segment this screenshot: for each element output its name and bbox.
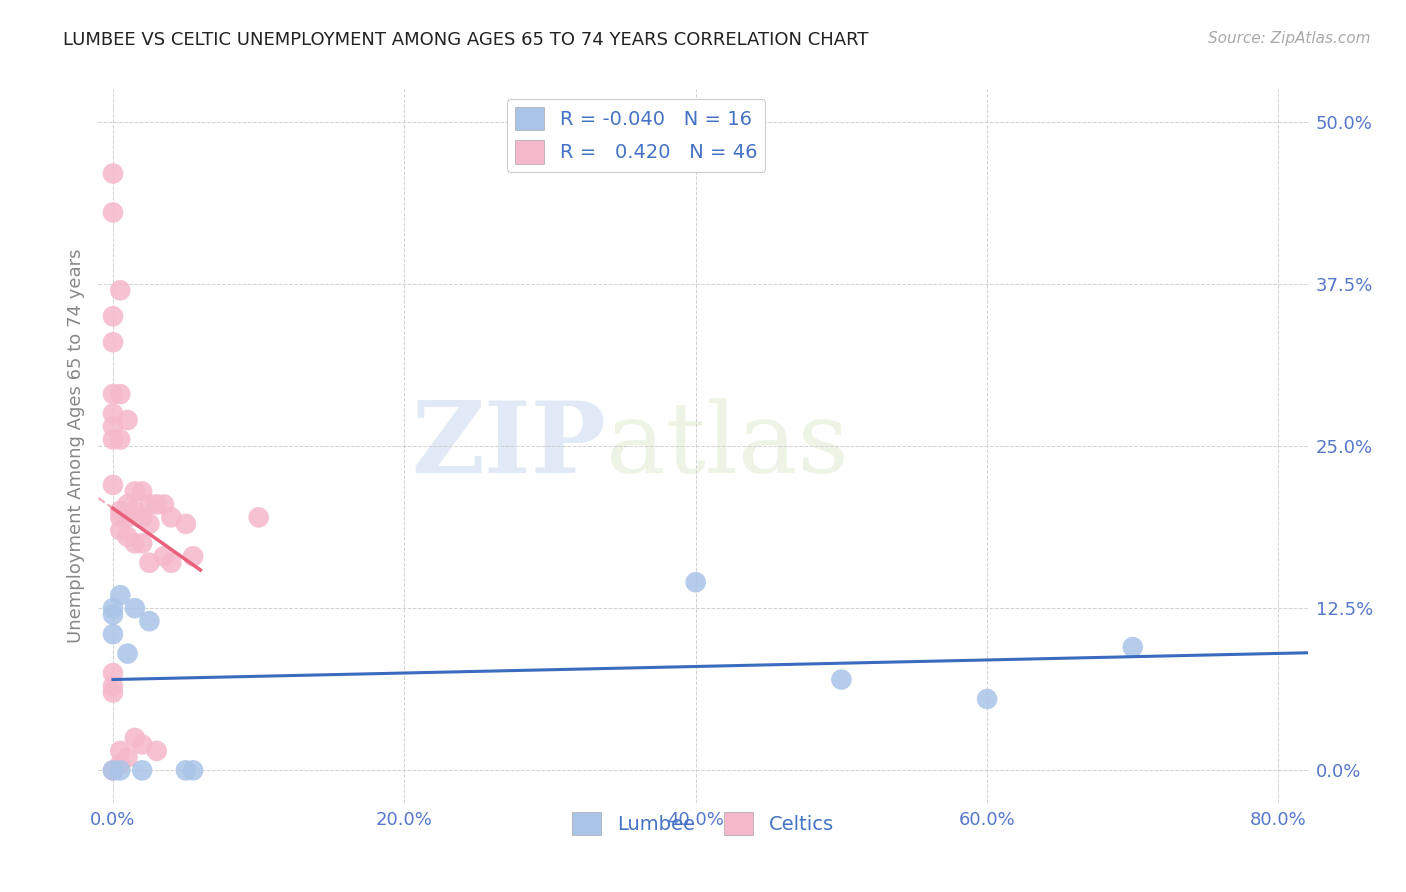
Point: [101, 666, 124, 681]
Point: [138, 614, 160, 628]
Point: [181, 764, 204, 778]
Point: [124, 731, 146, 745]
Text: ZIP: ZIP: [412, 398, 606, 494]
Point: [247, 510, 270, 524]
Point: [101, 419, 124, 434]
Point: [101, 601, 124, 615]
Point: [160, 510, 183, 524]
Point: [124, 484, 146, 499]
Point: [110, 387, 132, 401]
Point: [101, 205, 124, 219]
Point: [131, 764, 153, 778]
Point: [174, 764, 197, 778]
Point: [101, 167, 124, 181]
Point: [160, 556, 183, 570]
Point: [131, 738, 153, 752]
Point: [110, 756, 132, 771]
Point: [101, 433, 124, 447]
Point: [110, 504, 132, 518]
Point: [153, 549, 176, 564]
Point: [101, 764, 124, 778]
Point: [101, 310, 124, 324]
Point: [124, 504, 146, 518]
Point: [145, 497, 167, 511]
Point: [110, 524, 132, 538]
Point: [101, 478, 124, 492]
Point: [117, 530, 139, 544]
Point: [124, 536, 146, 550]
Y-axis label: Unemployment Among Ages 65 to 74 years: Unemployment Among Ages 65 to 74 years: [66, 249, 84, 643]
Point: [117, 647, 139, 661]
Point: [110, 764, 132, 778]
Text: LUMBEE VS CELTIC UNEMPLOYMENT AMONG AGES 65 TO 74 YEARS CORRELATION CHART: LUMBEE VS CELTIC UNEMPLOYMENT AMONG AGES…: [63, 31, 869, 49]
Point: [110, 433, 132, 447]
Point: [101, 764, 124, 778]
Point: [117, 413, 139, 427]
Point: [131, 510, 153, 524]
Point: [131, 484, 153, 499]
Point: [101, 335, 124, 350]
Point: [145, 744, 167, 758]
Point: [117, 750, 139, 764]
Point: [101, 607, 124, 622]
Point: [101, 407, 124, 421]
Point: [110, 744, 132, 758]
Point: [101, 627, 124, 641]
Legend: Lumbee, Celtics: Lumbee, Celtics: [564, 804, 842, 843]
Point: [117, 510, 139, 524]
Point: [830, 673, 852, 687]
Point: [685, 575, 707, 590]
Point: [101, 679, 124, 693]
Point: [101, 685, 124, 699]
Point: [117, 497, 139, 511]
Text: atlas: atlas: [606, 398, 849, 494]
Point: [1122, 640, 1144, 654]
Point: [181, 549, 204, 564]
Point: [138, 497, 160, 511]
Point: [110, 283, 132, 297]
Point: [124, 601, 146, 615]
Point: [138, 516, 160, 531]
Point: [174, 516, 197, 531]
Point: [101, 387, 124, 401]
Point: [153, 497, 176, 511]
Point: [138, 556, 160, 570]
Point: [976, 692, 998, 706]
Point: [110, 588, 132, 602]
Point: [110, 510, 132, 524]
Point: [131, 536, 153, 550]
Text: Source: ZipAtlas.com: Source: ZipAtlas.com: [1208, 31, 1371, 46]
